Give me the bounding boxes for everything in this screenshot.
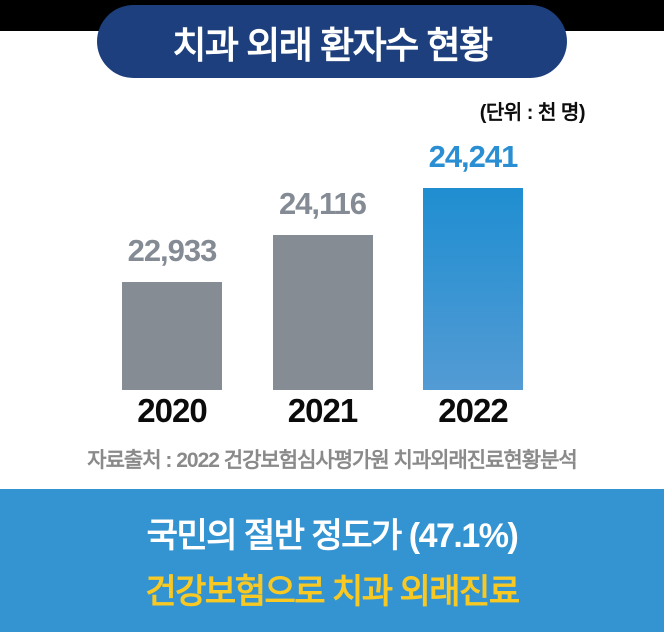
bar-chart: 22,933 24,116 24,241	[122, 0, 523, 390]
footer-subheadline: 건강보험으로 치과 외래진료	[145, 573, 520, 611]
bar-value-label: 24,116	[278, 186, 367, 221]
bar-group-2022: 24,241	[423, 139, 523, 390]
bar-value-label: 24,241	[428, 139, 519, 174]
bar-group-2020: 22,933	[122, 233, 222, 390]
x-axis-label-2020: 2020	[137, 392, 207, 429]
title-badge: 치과 외래 환자수 현황	[97, 5, 567, 78]
bar-value-label: 22,933	[127, 233, 218, 268]
x-axis-labels: 2020 2021 2022	[122, 392, 523, 430]
x-axis-label-2022: 2022	[438, 392, 508, 429]
footer-banner: 국민의 절반 정도가 (47.1%) 건강보험으로 치과 외래진료	[0, 489, 664, 632]
page-title: 치과 외래 환자수 현황	[172, 24, 493, 66]
x-axis-label-2021: 2021	[287, 392, 358, 429]
bar-2022	[423, 188, 523, 390]
source-citation: 자료출처 : 2022 건강보험심사평가원 치과외래진료현황분석	[87, 449, 577, 472]
bar-group-2021: 24,116	[272, 186, 373, 390]
bar-2021	[272, 235, 373, 390]
footer-headline: 국민의 절반 정도가 (47.1%)	[146, 517, 519, 555]
bar-2020	[122, 282, 222, 390]
unit-label: (단위 : 천 명)	[479, 102, 586, 124]
